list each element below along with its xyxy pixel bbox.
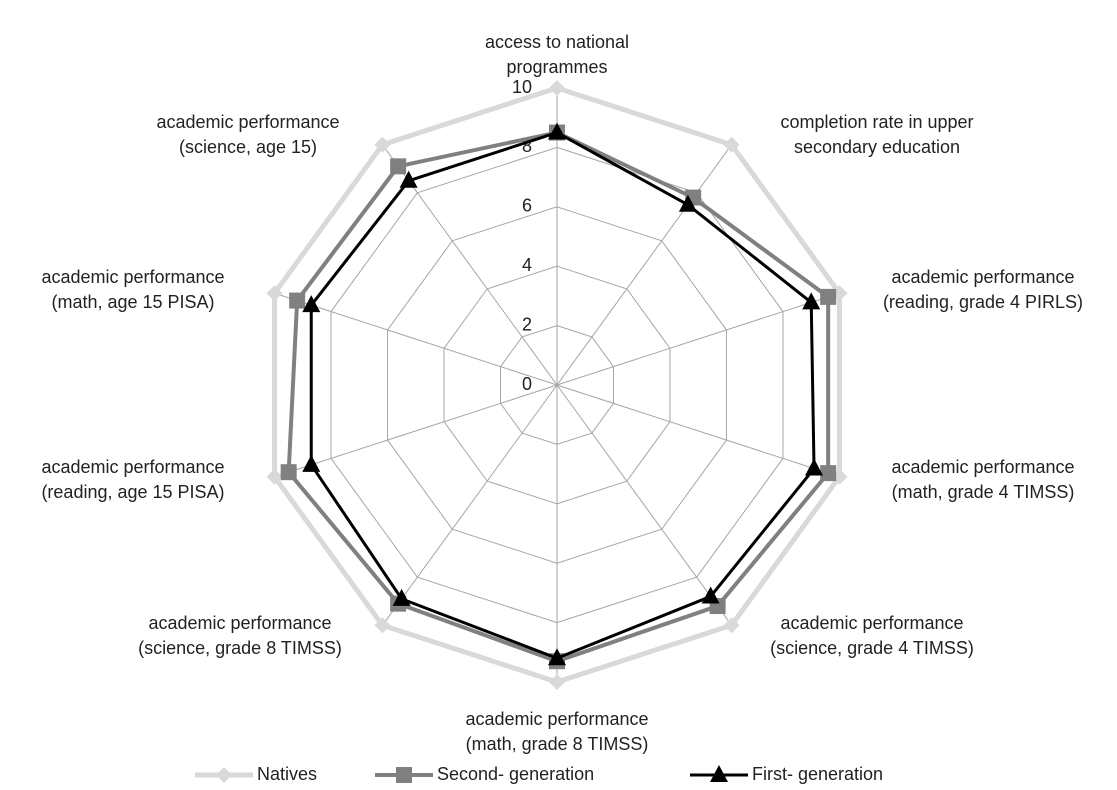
legend-label: First- generation: [752, 764, 883, 784]
marker: [396, 767, 412, 783]
marker: [374, 136, 391, 153]
marker: [549, 674, 565, 690]
marker: [710, 765, 728, 782]
marker: [216, 767, 232, 783]
marker: [678, 194, 697, 212]
marker: [802, 292, 821, 310]
category-label: academic performance (math, grade 4 TIMS…: [891, 457, 1075, 502]
y-tick-label: 10: [512, 77, 532, 97]
marker: [820, 465, 837, 482]
marker: [548, 648, 566, 666]
spoke: [556, 384, 732, 626]
y-tick-label: 0: [522, 374, 532, 394]
marker: [399, 170, 418, 188]
spoke: [556, 144, 732, 386]
category-label: access to national programmes: [484, 32, 630, 77]
y-tick-label: 8: [522, 136, 532, 156]
marker: [701, 586, 720, 604]
marker: [392, 588, 411, 606]
spoke: [382, 384, 558, 626]
marker: [723, 617, 740, 634]
y-tick-label: 2: [522, 314, 532, 334]
y-tick-label: 4: [522, 255, 532, 275]
spoke: [556, 384, 840, 478]
marker: [266, 468, 283, 485]
marker: [805, 458, 824, 476]
marker: [302, 295, 321, 313]
marker: [548, 122, 566, 140]
category-label: academic performance (science, grade 4 T…: [770, 613, 974, 658]
series-line: [286, 130, 831, 664]
category-label: academic performance (reading, grade 4 P…: [882, 267, 1084, 312]
category-label: academic performance (reading, age 15 PI…: [41, 457, 225, 502]
marker: [302, 454, 321, 472]
marker: [390, 158, 407, 175]
spoke: [274, 292, 558, 386]
marker: [280, 464, 297, 481]
marker: [266, 285, 283, 302]
spoke: [274, 384, 558, 478]
marker: [374, 617, 391, 634]
category-label: academic performance (math, grade 8 TIMS…: [465, 709, 649, 754]
marker: [549, 80, 565, 96]
category-label: academic performance (science, grade 8 T…: [138, 613, 342, 658]
marker: [723, 136, 740, 153]
y-tick-label: 6: [522, 196, 532, 216]
legend-label: Second- generation: [437, 764, 594, 784]
category-label: completion rate in upper secondary educa…: [780, 112, 974, 157]
category-label: academic performance (science, age 15): [156, 112, 340, 157]
category-label: academic performance (math, age 15 PISA): [41, 267, 225, 312]
marker: [820, 288, 837, 305]
legend-label: Natives: [257, 764, 317, 784]
spoke: [556, 292, 840, 386]
marker: [289, 292, 306, 309]
